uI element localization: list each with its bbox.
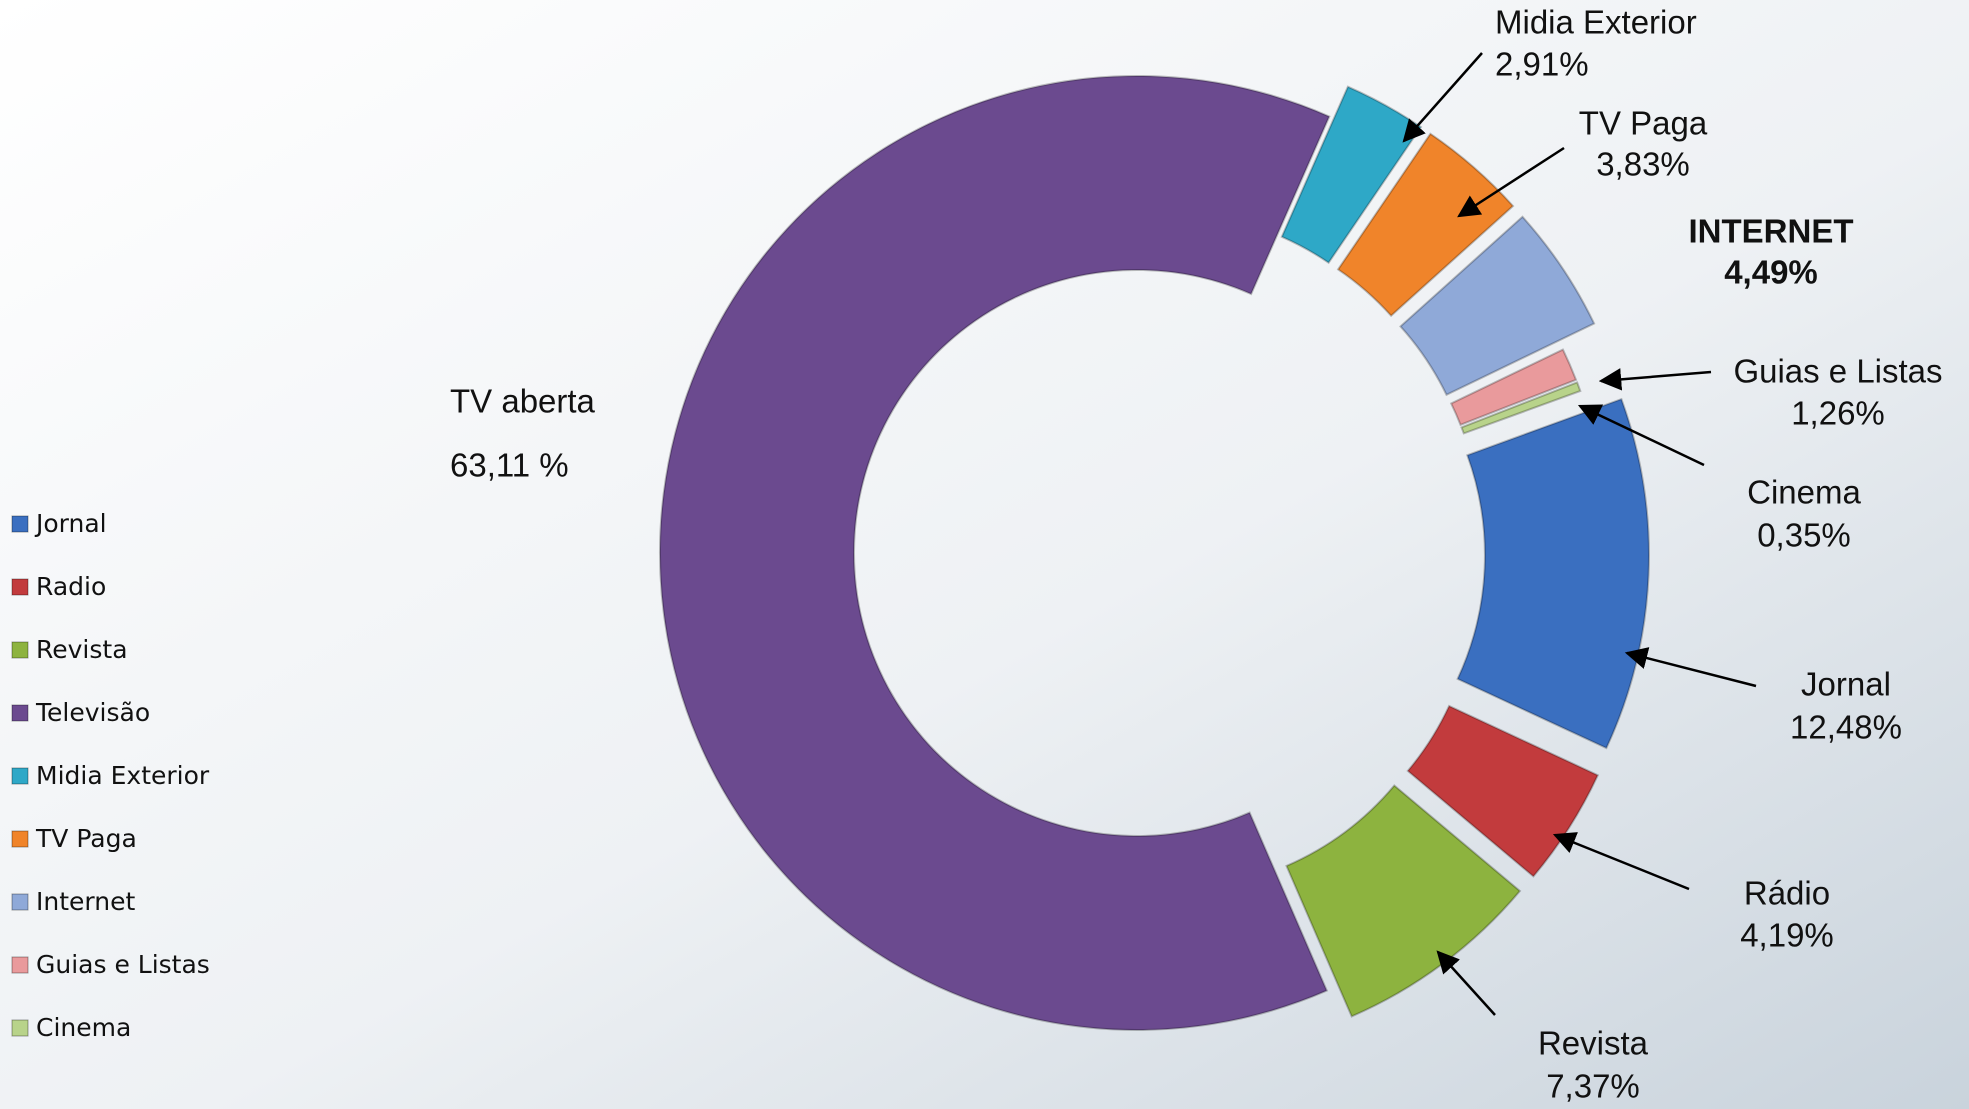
legend-label: Revista (36, 635, 128, 664)
data-label-name: Revista (1538, 1025, 1649, 1062)
data-label-value: 3,83% (1596, 146, 1690, 183)
data-label-value: 4,49% (1724, 254, 1818, 291)
slice (1280, 85, 1423, 265)
legend-swatch (11, 893, 29, 911)
legend-label: Cinema (36, 1013, 131, 1042)
slice (1449, 348, 1578, 427)
leader-arrow (1598, 368, 1712, 391)
legend-label: Internet (36, 887, 135, 916)
slice (658, 75, 1331, 1031)
data-label-name: Cinema (1747, 474, 1861, 511)
legend-label: TV Paga (35, 824, 137, 853)
legend-label: Televisão (35, 698, 150, 727)
legend-swatch (11, 578, 29, 596)
leader-arrow (1577, 404, 1705, 467)
leader-arrow (1402, 52, 1483, 143)
legend-swatch (11, 704, 29, 722)
data-label-value: 7,37% (1546, 1068, 1640, 1105)
data-label-name: TV aberta (450, 383, 596, 420)
data-label-value: 1,26% (1791, 395, 1885, 432)
legend-label: Midia Exterior (36, 761, 210, 790)
data-label-value: 12,48% (1790, 709, 1902, 746)
slice (1456, 397, 1650, 750)
data-label-name: Jornal (1801, 666, 1891, 703)
legend-swatch (11, 1019, 29, 1037)
legend-label: Guias e Listas (36, 950, 210, 979)
data-label-name: Rádio (1744, 875, 1830, 912)
leader-arrow (1552, 832, 1690, 891)
legend-label: Radio (36, 572, 106, 601)
slice (1336, 132, 1515, 318)
legend-swatch (11, 515, 29, 533)
data-label-name: INTERNET (1689, 213, 1854, 250)
data-label-name: TV Paga (1579, 105, 1708, 142)
leader-arrow (1624, 647, 1757, 688)
legend-swatch (11, 641, 29, 659)
leader-arrow (1457, 146, 1565, 218)
legend-swatch (11, 956, 29, 974)
data-label-value: 0,35% (1757, 517, 1851, 554)
legend-swatch (11, 830, 29, 848)
data-label-name: Guias e Listas (1733, 353, 1942, 390)
slice (1460, 381, 1582, 435)
data-label-name: Midia Exterior (1495, 4, 1697, 41)
legend-label: Jornal (34, 509, 107, 538)
legend-swatch (11, 767, 29, 785)
slice (1399, 215, 1596, 397)
leader-arrow (1436, 950, 1496, 1016)
data-label-value: 4,19% (1740, 917, 1834, 954)
data-label-value: 63,11 % (450, 447, 569, 484)
slice (1406, 704, 1600, 878)
data-label-value: 2,91% (1495, 46, 1589, 83)
slice (1285, 784, 1522, 1018)
